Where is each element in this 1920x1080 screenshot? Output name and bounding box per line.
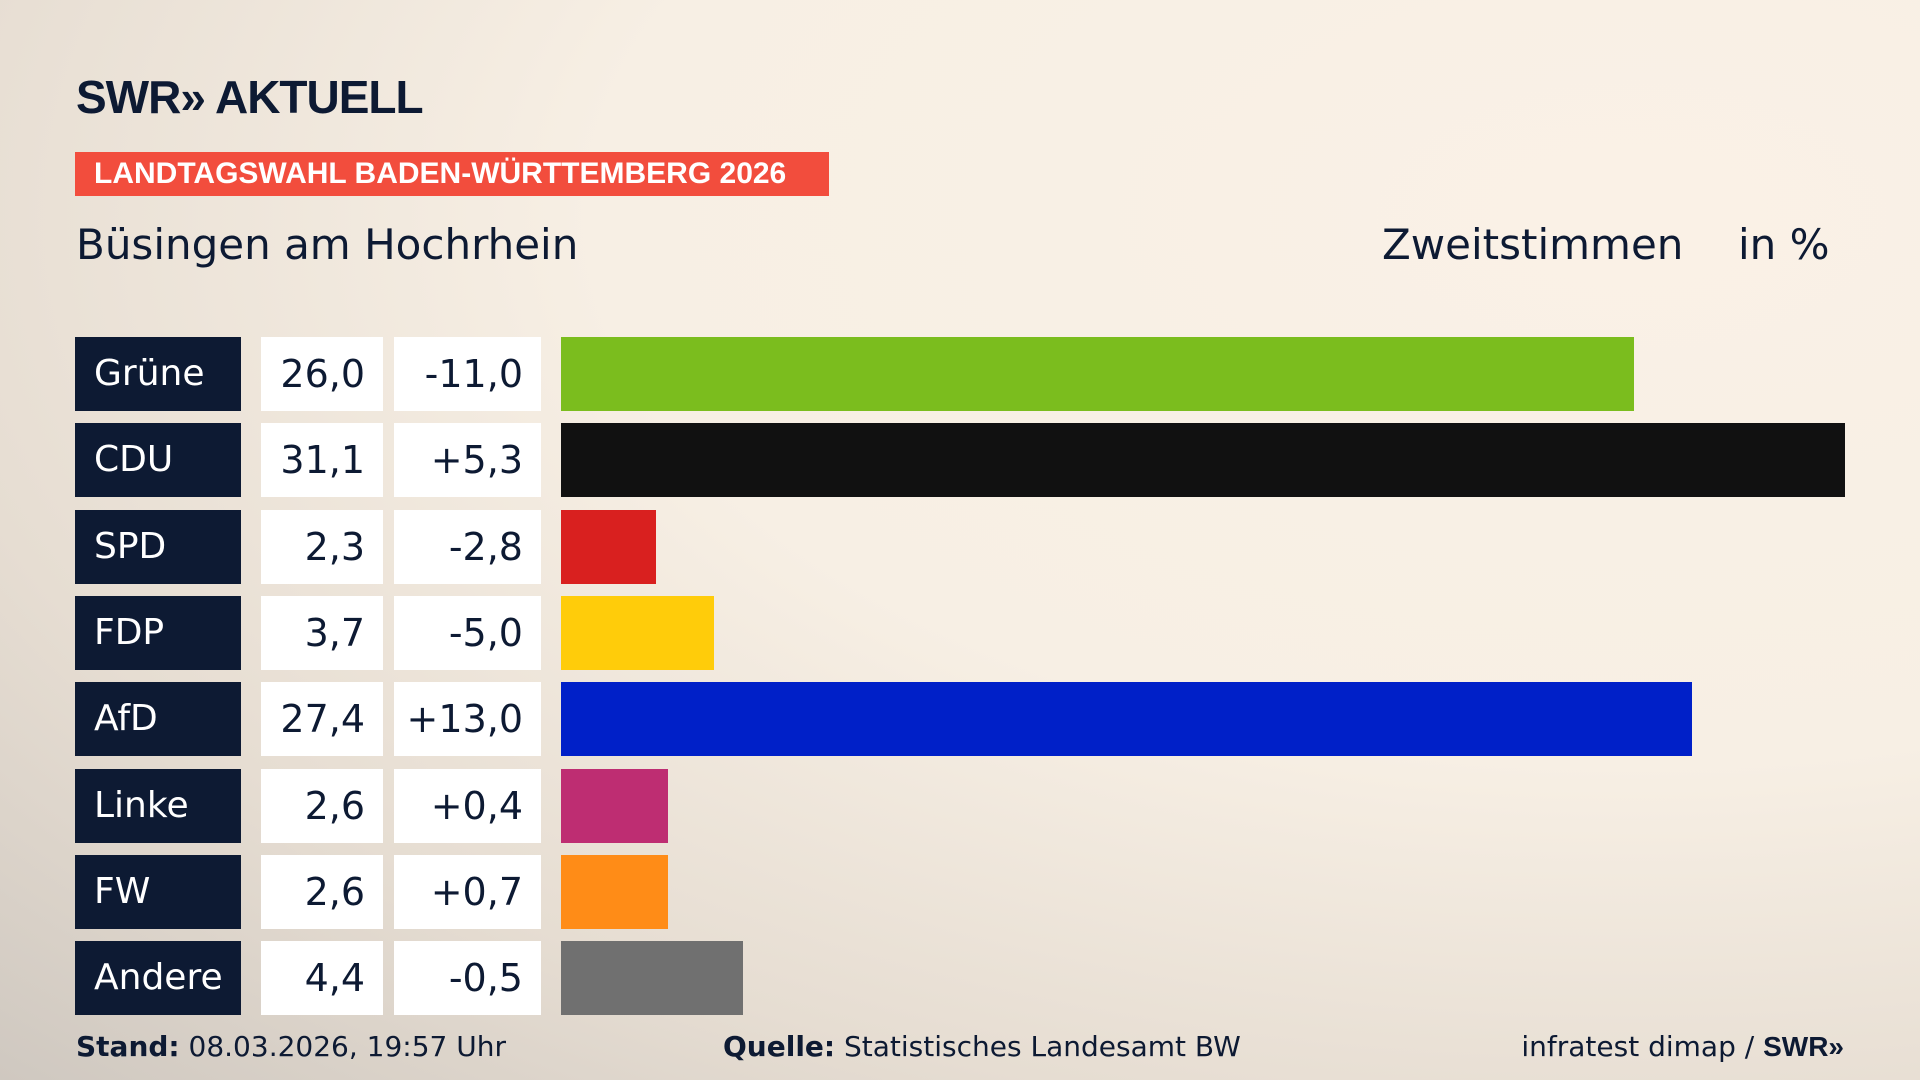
change-label: -5,0 bbox=[394, 595, 541, 670]
bar-fw bbox=[561, 854, 669, 929]
bar-fdp bbox=[561, 595, 714, 670]
swr-logo: SWR» bbox=[1763, 1031, 1844, 1062]
value-label: 2,6 bbox=[261, 854, 383, 929]
bar-andere bbox=[561, 941, 743, 1016]
unit-label: in % bbox=[1738, 220, 1830, 269]
bar-afd bbox=[561, 682, 1693, 757]
party-label: SPD bbox=[75, 509, 241, 584]
source-value: Statistisches Landesamt BW bbox=[844, 1030, 1241, 1063]
election-banner: LANDTAGSWAHL BADEN-WÜRTTEMBERG 2026 bbox=[75, 152, 829, 196]
party-label: FDP bbox=[75, 595, 241, 670]
bar-cdu bbox=[561, 423, 1845, 498]
change-label: -0,5 bbox=[394, 941, 541, 1016]
change-label: +5,3 bbox=[394, 423, 541, 498]
party-label: CDU bbox=[75, 423, 241, 498]
value-label: 27,4 bbox=[261, 682, 383, 757]
bar-grüne bbox=[561, 337, 1635, 411]
chart-title: Büsingen am Hochrhein bbox=[76, 220, 579, 269]
change-label: -11,0 bbox=[394, 337, 541, 411]
value-label: 2,6 bbox=[261, 768, 383, 843]
credit: infratest dimap / SWR» bbox=[1521, 1030, 1844, 1063]
stand-label: Stand: bbox=[76, 1030, 180, 1063]
change-label: +13,0 bbox=[394, 682, 541, 757]
party-label: AfD bbox=[75, 682, 241, 757]
change-label: +0,4 bbox=[394, 768, 541, 843]
stand-value: 08.03.2026, 19:57 Uhr bbox=[188, 1030, 506, 1063]
value-label: 2,3 bbox=[261, 509, 383, 584]
party-label: FW bbox=[75, 854, 241, 929]
change-label: +0,7 bbox=[394, 854, 541, 929]
party-label: Andere bbox=[75, 941, 241, 1016]
swr-aktuell-logo: SWR» AKTUELL bbox=[76, 71, 424, 123]
value-label: 4,4 bbox=[261, 941, 383, 1016]
bar-linke bbox=[561, 768, 669, 843]
party-label: Grüne bbox=[75, 337, 241, 411]
bar-spd bbox=[561, 509, 656, 584]
source: Quelle: Statistisches Landesamt BW bbox=[723, 1030, 1241, 1063]
metric-label: Zweitstimmen bbox=[1382, 220, 1684, 269]
party-label: Linke bbox=[75, 768, 241, 843]
value-label: 3,7 bbox=[261, 595, 383, 670]
stand: Stand: 08.03.2026, 19:57 Uhr bbox=[76, 1030, 506, 1063]
value-label: 31,1 bbox=[261, 423, 383, 498]
change-label: -2,8 bbox=[394, 509, 541, 584]
source-label: Quelle: bbox=[723, 1030, 836, 1063]
value-label: 26,0 bbox=[261, 337, 383, 411]
credit-text: infratest dimap / bbox=[1521, 1030, 1764, 1063]
